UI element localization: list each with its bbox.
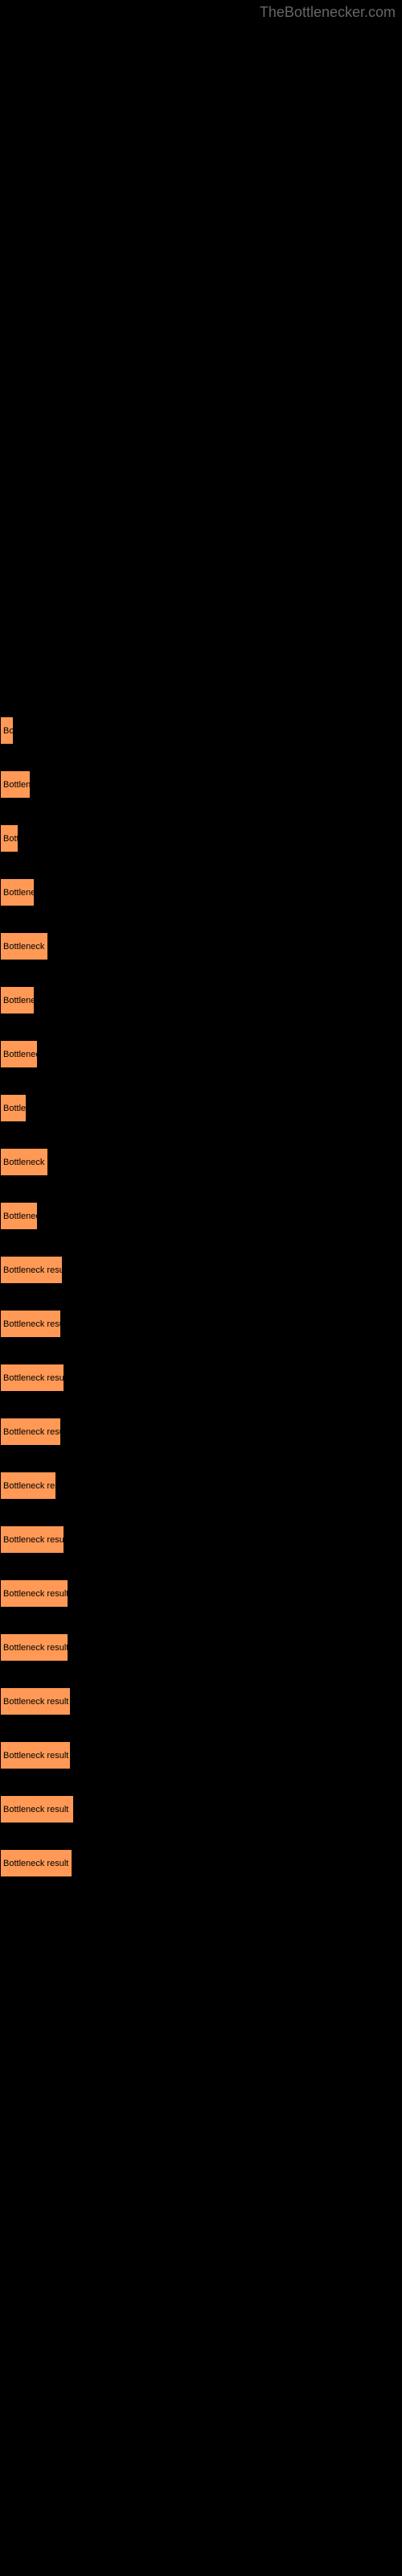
bar: Bottleneck — [0, 1040, 38, 1068]
bar-row: Bottleneck result — [0, 1310, 402, 1338]
bar-row: Bottleneck result — [0, 1579, 402, 1608]
bar-row: Bo — [0, 716, 402, 745]
bar-row: Bottleneck result — [0, 1795, 402, 1823]
bar: Bottleneck result — [0, 1741, 71, 1769]
bar-row: Bottleneck result — [0, 1256, 402, 1284]
bar-chart: Bo Bottlene Bott Bottlenec Bottleneck re… — [0, 0, 402, 1877]
bar: Bottleneck result — [0, 1795, 74, 1823]
bar: Bottleneck result — [0, 1849, 72, 1877]
bar: Bott — [0, 824, 18, 852]
bar-row: Bottlen — [0, 1094, 402, 1122]
bar-row: Bottleneck result — [0, 1849, 402, 1877]
bar: Bottleneck result — [0, 1364, 64, 1392]
bar-row: Bottlenecl — [0, 1202, 402, 1230]
bar: Bottleneck re — [0, 1148, 48, 1176]
bar: Bottleneck result — [0, 1687, 71, 1715]
bar: Bottleneck result — [0, 1256, 63, 1284]
bar: Bo — [0, 716, 14, 745]
bar-row: Bottleneck result — [0, 1364, 402, 1392]
bar-row: Bottleneck result — [0, 1633, 402, 1662]
watermark-text: TheBottlenecker.com — [260, 4, 396, 21]
bar: Bottlenec — [0, 986, 35, 1014]
bar-row: Bottleneck result — [0, 1741, 402, 1769]
bar: Bottleneck result — [0, 1633, 68, 1662]
bar-row: Bottleneck result — [0, 1525, 402, 1554]
bar: Bottleneck resu — [0, 1472, 56, 1500]
bar: Bottlen — [0, 1094, 27, 1122]
bar: Bottlenecl — [0, 1202, 38, 1230]
bar: Bottlenec — [0, 878, 35, 906]
bar: Bottleneck result — [0, 1525, 64, 1554]
bar-row: Bottleneck re — [0, 1148, 402, 1176]
bar-row: Bottleneck — [0, 1040, 402, 1068]
bar-row: Bottlenec — [0, 878, 402, 906]
bar-row: Bottleneck resu — [0, 1472, 402, 1500]
bar-row: Bott — [0, 824, 402, 852]
bar: Bottleneck result — [0, 1418, 61, 1446]
bar: Bottleneck re — [0, 932, 48, 960]
bar-row: Bottleneck result — [0, 1687, 402, 1715]
bar: Bottleneck result — [0, 1579, 68, 1608]
bar-row: Bottlenec — [0, 986, 402, 1014]
bar: Bottleneck result — [0, 1310, 61, 1338]
bar-row: Bottleneck result — [0, 1418, 402, 1446]
bar: Bottlene — [0, 770, 31, 799]
bar-row: Bottleneck re — [0, 932, 402, 960]
bar-row: Bottlene — [0, 770, 402, 799]
